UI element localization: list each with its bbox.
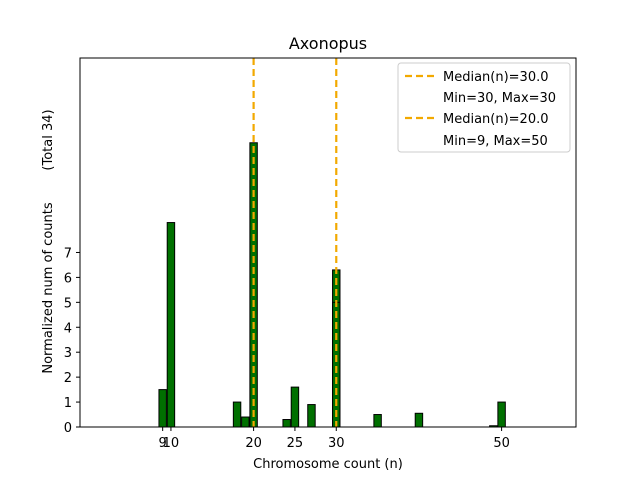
legend-text-range-30: Min=30, Max=30 (443, 91, 556, 106)
x-tick-label-50: 50 (493, 436, 510, 451)
chart-title: Axonopus (289, 34, 367, 53)
y-tick-label-2: 2 (64, 371, 72, 386)
legend-text-median-20: Median(n)=20.0 (443, 112, 549, 127)
y-axis-label: Normalized num of counts (41, 202, 56, 373)
y-axis-ticks: 0 1 2 3 4 5 6 7 (64, 246, 80, 436)
x-tick-label-10: 10 (163, 436, 180, 451)
bar-19-3 (241, 416, 250, 428)
legend-text-median-30: Median(n)=30.0 (443, 70, 549, 85)
y-tick-label-1: 1 (64, 396, 72, 411)
bar-30-9 (332, 301, 341, 428)
bar-40-11 (414, 412, 424, 428)
y-tick-label-4: 4 (64, 321, 72, 336)
legend-box (397, 62, 571, 153)
x-axis-label: Chromosome count (n) (253, 457, 403, 472)
legend-text-range-20: Min=9, Max=50 (443, 134, 548, 149)
plot-frame (79, 57, 577, 428)
bar-24-5 (282, 419, 291, 428)
x-tick-label-20: 20 (245, 436, 262, 451)
legend: Median(n)=30.0 Min=30, Max=30 Median(n)=… (397, 62, 571, 153)
x-tick-label-30: 30 (328, 436, 345, 451)
bar-18-2 (232, 401, 242, 428)
y-tick-label-3: 3 (64, 346, 72, 361)
bar-9-0 (158, 389, 167, 428)
bar-35-10 (373, 414, 382, 428)
y-tick-label-5: 5 (64, 296, 72, 311)
y-tick-label-6: 6 (64, 271, 72, 286)
y-tick-label-7: 7 (64, 246, 72, 261)
x-tick-label-9: 9 (159, 436, 167, 451)
y-axis-total-label: (Total 34) (41, 109, 56, 170)
bar-25-6 (290, 386, 300, 428)
bar-50-13 (497, 401, 506, 428)
bars-layer (158, 142, 506, 428)
bar-10-1 (166, 222, 176, 428)
x-tick-label-25: 25 (287, 436, 304, 451)
y-tick-label-0: 0 (64, 421, 72, 436)
bar-27-7 (307, 404, 316, 428)
x-axis-ticks: 910 20 25 30 50 (159, 427, 510, 451)
median-lines-layer (252, 58, 338, 427)
